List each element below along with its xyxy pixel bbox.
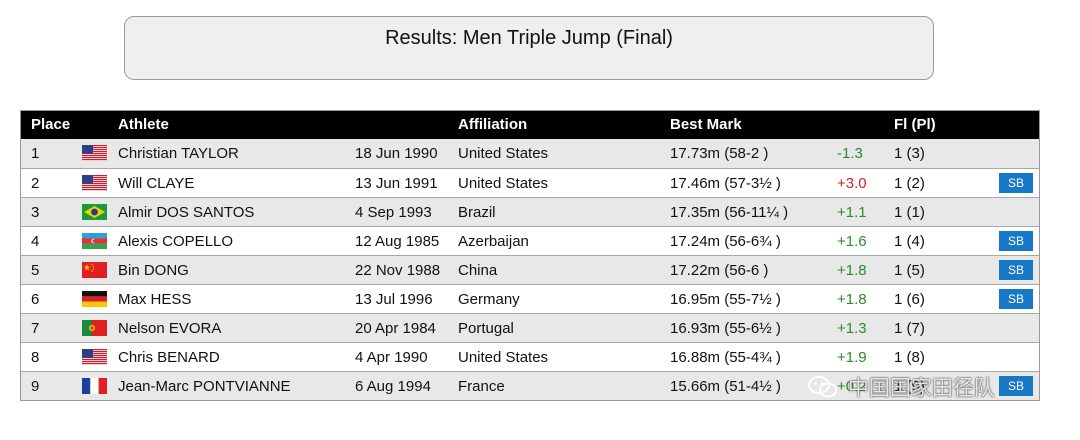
header-fl: Fl (Pl): [894, 116, 936, 133]
athlete-name[interactable]: Jean-Marc PONTVIANNE: [118, 378, 291, 395]
place-cell: 2: [31, 175, 40, 192]
flight-place: 1 (5): [894, 262, 925, 279]
brazil-flag-icon: [82, 204, 107, 220]
birth-date: 6 Aug 1994: [355, 378, 431, 395]
flight-place: 1 (8): [894, 349, 925, 366]
athlete-name[interactable]: Alexis COPELLO: [118, 233, 234, 250]
athlete-name[interactable]: Bin DONG: [118, 262, 189, 279]
wind-reading: +1.8: [837, 291, 867, 308]
birth-date: 18 Jun 1990: [355, 145, 438, 162]
athlete-name[interactable]: Chris BENARD: [118, 349, 220, 366]
best-mark: 17.35m (56-11¼ ): [670, 204, 789, 221]
wechat-icon: [808, 375, 838, 399]
place-cell: 5: [31, 262, 40, 279]
azerbaijan-flag-icon: [82, 233, 107, 249]
affiliation: United States: [458, 175, 549, 192]
affiliation: China: [458, 262, 498, 279]
birth-date: 13 Jun 1991: [355, 175, 438, 192]
flight-place: 1 (1): [894, 204, 925, 221]
flight-place: 1 (9): [894, 378, 925, 395]
flight-place: 1 (4): [894, 233, 925, 250]
title-box: Results: Men Triple Jump (Final): [124, 16, 934, 80]
page-title: Results: Men Triple Jump (Final): [385, 27, 673, 49]
portugal-flag-icon: [82, 320, 107, 336]
place-cell: 8: [31, 349, 40, 366]
germany-flag-icon: [82, 291, 107, 307]
wind-reading: +1.1: [837, 204, 867, 221]
flight-place: 1 (6): [894, 291, 925, 308]
affiliation: Portugal: [458, 320, 514, 337]
wind-reading: +1.6: [837, 233, 867, 250]
flight-place: 1 (2): [894, 175, 925, 192]
best-mark: 16.93m (55-6½ ): [670, 320, 781, 337]
athlete-name[interactable]: Will CLAYE: [118, 175, 195, 192]
place-cell: 6: [31, 291, 40, 308]
france-flag-icon: [82, 378, 107, 394]
birth-date: 22 Nov 1988: [355, 262, 441, 279]
wind-reading: +3.0: [837, 175, 867, 192]
place-cell: 4: [31, 233, 40, 250]
table-row[interactable]: 8 Chris BENARD 4 Apr 1990 United States 16.8…: [21, 342, 1039, 371]
header-best-mark: Best Mark: [670, 116, 742, 133]
birth-date: 13 Jul 1996: [355, 291, 433, 308]
athlete-name[interactable]: Almir DOS SANTOS: [118, 204, 255, 221]
best-mark: 17.22m (56-6 ): [670, 262, 769, 279]
header-athlete: Athlete: [118, 116, 169, 133]
flight-place: 1 (3): [894, 145, 925, 162]
usa-flag-icon: [82, 349, 107, 365]
affiliation: Germany: [458, 291, 520, 308]
affiliation: United States: [458, 145, 549, 162]
usa-flag-icon: [82, 145, 107, 161]
best-mark: 17.24m (56-6¾ ): [670, 233, 781, 250]
affiliation: France: [458, 378, 505, 395]
header-affiliation: Affiliation: [458, 116, 528, 133]
best-mark: 15.66m (51-4½ ): [670, 378, 781, 395]
affiliation: United States: [458, 349, 549, 366]
birth-date: 12 Aug 1985: [355, 233, 440, 250]
season-best-badge: SB: [999, 173, 1033, 193]
table-row[interactable]: 6 Max HESS 13 Jul 1996 Germany 16.95m (55-7½…: [21, 284, 1039, 313]
affiliation: Brazil: [458, 204, 496, 221]
table-row[interactable]: 7 Nelson EVORA 20 Apr 1984 Portugal 16.93m (…: [21, 313, 1039, 342]
athlete-name[interactable]: Nelson EVORA: [118, 320, 222, 337]
watermark: 中国国家田径队: [808, 372, 1048, 404]
birth-date: 4 Apr 1990: [355, 349, 428, 366]
table-row[interactable]: 2 Will CLAYE 13 Jun 1991 United States 17.46…: [21, 168, 1039, 197]
place-cell: 9: [31, 378, 40, 395]
results-table: Place Athlete Affiliation Best Mark Fl (…: [20, 110, 1040, 401]
athlete-name[interactable]: Max HESS: [118, 291, 192, 308]
best-mark: 16.95m (55-7½ ): [670, 291, 781, 308]
place-cell: 3: [31, 204, 40, 221]
wind-reading: +1.3: [837, 320, 867, 337]
best-mark: 16.88m (55-4¾ ): [670, 349, 781, 366]
watermark-text: 中国国家田径队: [847, 377, 995, 400]
table-body: 1 Christian TAYLOR 18 Jun 1990 United State…: [21, 139, 1039, 400]
athlete-name[interactable]: Christian TAYLOR: [118, 145, 239, 162]
best-mark: 17.46m (57-3½ ): [670, 175, 781, 192]
season-best-badge: SB: [999, 376, 1033, 396]
birth-date: 4 Sep 1993: [355, 204, 432, 221]
affiliation: Azerbaijan: [458, 233, 529, 250]
birth-date: 20 Apr 1984: [355, 320, 436, 337]
wind-reading: +1.8: [837, 262, 867, 279]
wind-reading: +0.2: [837, 378, 867, 395]
best-mark: 17.73m (58-2 ): [670, 145, 769, 162]
wind-reading: +1.9: [837, 349, 867, 366]
table-row[interactable]: 1 Christian TAYLOR 18 Jun 1990 United State…: [21, 139, 1039, 168]
place-cell: 1: [31, 145, 40, 162]
table-header: Place Athlete Affiliation Best Mark Fl (…: [21, 111, 1039, 139]
season-best-badge: SB: [999, 260, 1033, 280]
table-row[interactable]: 4 Alexis COPELLO 12 Aug 1985 Azerbaijan 17.2…: [21, 226, 1039, 255]
china-flag-icon: [82, 262, 107, 278]
table-row[interactable]: 5 Bin DONG 22 Nov 1988 China 17.22m (56-6 ) +…: [21, 255, 1039, 284]
place-cell: 7: [31, 320, 40, 337]
table-row[interactable]: 3 Almir DOS SANTOS 4 Sep 1993 Brazil 17.35m …: [21, 197, 1039, 226]
usa-flag-icon: [82, 175, 107, 191]
season-best-badge: SB: [999, 289, 1033, 309]
wind-reading: -1.3: [837, 145, 863, 162]
header-place: Place: [31, 116, 71, 133]
season-best-badge: SB: [999, 231, 1033, 251]
flight-place: 1 (7): [894, 320, 925, 337]
table-row[interactable]: 9 Jean-Marc PONTVIANNE 6 Aug 1994 France 15.…: [21, 371, 1039, 400]
